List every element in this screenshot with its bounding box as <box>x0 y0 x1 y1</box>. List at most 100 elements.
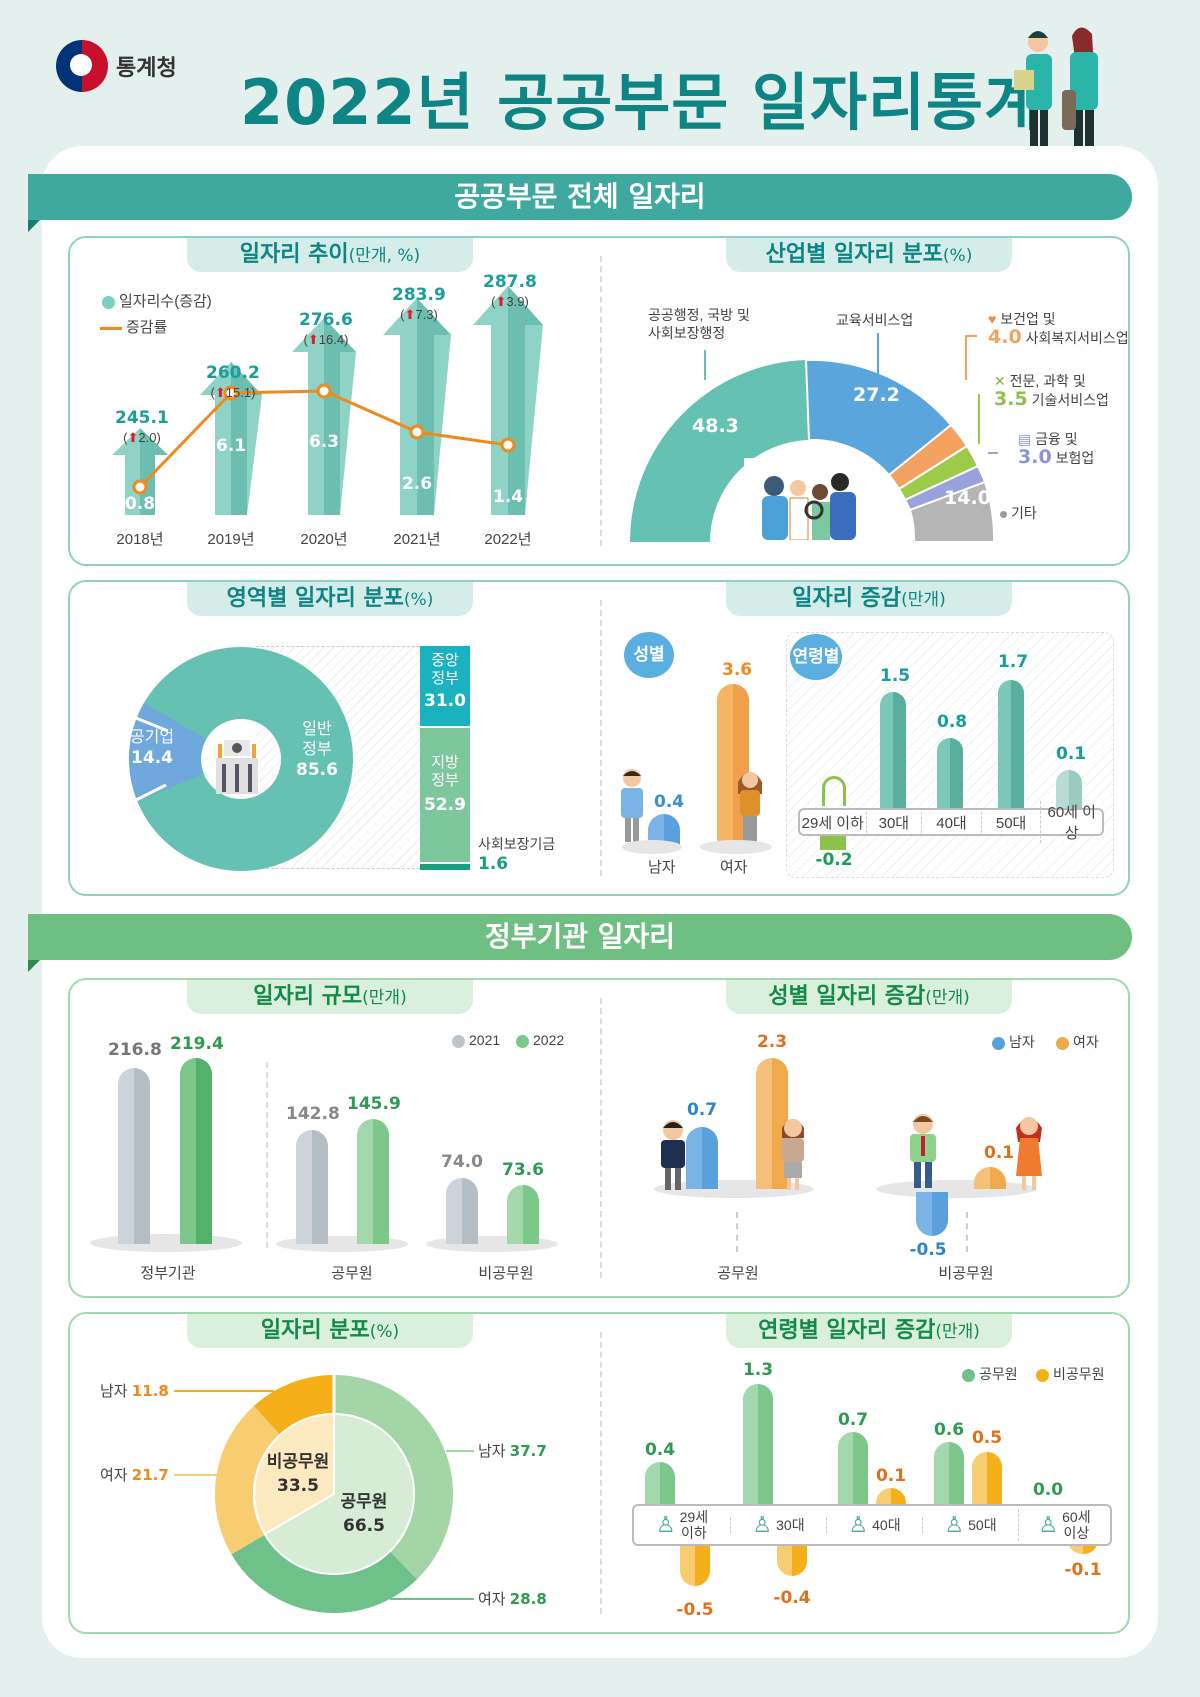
panel-title-sector: 영역별 일자리 분포(%) <box>187 582 473 616</box>
bar-civil-2021 <box>296 1130 328 1244</box>
leader-line <box>390 1598 474 1600</box>
value-civil-50s: 0.6 <box>933 1420 965 1440</box>
divider <box>600 600 602 876</box>
section-banner-public-total: 공공부문 전체 일자리 <box>28 174 1132 220</box>
up-arrow-icon: ⬆ <box>127 430 139 445</box>
total-2020: 276.6 <box>299 310 353 330</box>
label-civil: 공무원 <box>331 1265 373 1282</box>
panel-title-trend: 일자리 추이(만개, %) <box>187 238 473 272</box>
male-non-civil-icon <box>906 1112 940 1192</box>
label-etc: 기타 <box>1000 503 1037 523</box>
age-axis-bar: 29세 이하 30대 40대 50대 60세 이상 <box>798 801 1104 843</box>
label-general-gov: 일반 정부 85.6 <box>296 721 338 780</box>
sector-donut <box>126 646 353 871</box>
up-arrow-icon: ⬆ <box>404 307 416 322</box>
industry-half-donut <box>630 358 996 543</box>
leader-line <box>877 333 879 378</box>
gov-dist-donut <box>215 1374 453 1613</box>
label-ssf: 사회보장기금 <box>478 836 556 852</box>
label-gov: 정부기관 <box>140 1265 196 1282</box>
female-civil-servant-icon <box>776 1114 810 1192</box>
age-label-30s: 30대 <box>865 811 922 833</box>
trend-chart <box>112 286 543 515</box>
taegeuk-logo-icon <box>56 40 108 92</box>
office-workers-illustration-icon <box>1014 27 1098 148</box>
bar-noncivil-male <box>916 1192 948 1236</box>
bar-civil-30s <box>743 1384 773 1510</box>
shadow <box>700 840 772 854</box>
leader-dot-icon <box>1000 510 1007 518</box>
rate-2019: 6.1 <box>215 436 247 456</box>
value-age-60plus: 0.1 <box>1056 744 1087 764</box>
label-civil-inner: 공무원 66.5 <box>340 1492 388 1536</box>
bar-noncivil-female <box>974 1167 1006 1189</box>
up-arrow-icon: ⬆ <box>495 294 507 309</box>
legend-noncivil-female: 여자 21.7 <box>100 1466 169 1484</box>
bar-civil-50s <box>934 1442 964 1510</box>
panel-row-3 <box>68 978 1130 1298</box>
leader-line <box>978 394 980 444</box>
leader-line <box>174 1474 230 1476</box>
panel-title-gov-age: 연령별 일자리 증감(만개) <box>726 1314 1012 1348</box>
bar-age-40s <box>937 738 963 810</box>
rate-2022: 1.4 <box>492 487 524 507</box>
label-health: ♥ 보건업 및 4.0 사회복지서비스업 <box>988 311 1129 348</box>
government-building-icon <box>212 740 262 794</box>
shadow <box>90 1234 242 1252</box>
value-noncivil-30s: -0.4 <box>773 1588 811 1608</box>
gov-age-axis-bar: ♙ 29세 이하 ♙ 30대 ♙ 40대 ♙ 50대 ♙ 60세 이상 <box>632 1504 1112 1546</box>
rate-2018: 0.8 <box>124 494 156 514</box>
legend-male: 남자 <box>992 1032 1035 1052</box>
value-admin: 48.3 <box>692 415 739 437</box>
panel-title-gov-size: 일자리 규모(만개) <box>187 980 473 1014</box>
age-label-50s: 50대 <box>980 811 1041 833</box>
panel-title-change: 일자리 증감(만개) <box>726 582 1012 616</box>
leader-line <box>988 452 998 454</box>
bar-civil-male <box>686 1127 718 1189</box>
bar-gov-2022 <box>180 1058 212 1244</box>
person-outline-icon: ♙ <box>848 1512 869 1537</box>
legend-jobs: 일자리수(증감) <box>102 290 212 311</box>
bar-noncivil-50s <box>972 1452 1002 1510</box>
panel-title-gov-gender: 성별 일자리 증감(만개) <box>726 980 1012 1014</box>
age-label-29under: 29세 이하 <box>801 814 864 832</box>
value-noncivil-male: -0.5 <box>909 1240 947 1260</box>
person-outline-icon: ♙ <box>752 1512 773 1537</box>
legend-dot-icon <box>102 295 115 309</box>
person-outline-icon: ♙ <box>1038 1512 1059 1537</box>
value-civil-60plus: 0.0 <box>1032 1480 1064 1500</box>
value-gov-2021: 216.8 <box>108 1040 162 1060</box>
female-non-civil-icon <box>1012 1112 1046 1192</box>
legend-noncivil-male: 남자 11.8 <box>100 1382 169 1400</box>
value-civil-29under: 0.4 <box>644 1440 676 1460</box>
bar-age-60plus <box>1056 770 1082 810</box>
value-gov-2022: 219.4 <box>170 1034 224 1054</box>
section-banner-government: 정부기관 일자리 <box>28 914 1132 960</box>
divider <box>266 1062 268 1248</box>
bar-social-security-fund <box>420 864 470 870</box>
value-noncivil-60plus: -0.1 <box>1064 1560 1102 1580</box>
total-2018: 245.1 <box>115 408 169 428</box>
value-age-50s: 1.7 <box>998 652 1029 672</box>
tools-icon: ✕ <box>994 373 1006 389</box>
change-2019: (⬆15.1) <box>210 385 256 400</box>
money-stack-icon: ▤ <box>1018 431 1032 447</box>
legend-line-icon <box>100 326 122 330</box>
total-2019: 260.2 <box>206 363 260 383</box>
panel-title-gov-dist: 일자리 분포(%) <box>187 1314 473 1348</box>
leader-line <box>704 350 706 380</box>
legend-dot-icon <box>1056 1036 1069 1050</box>
age-50s: ♙ 50대 <box>922 1514 1018 1536</box>
leader-line <box>446 1450 474 1452</box>
bar-noncivil-30s <box>777 1540 807 1576</box>
label-noncivil: 비공무원 <box>478 1265 534 1282</box>
legend-dot-icon <box>992 1036 1005 1050</box>
value-edu: 27.2 <box>853 384 900 406</box>
bar-gov-2021 <box>118 1068 150 1244</box>
legend-civil-male: 남자 37.7 <box>478 1442 547 1460</box>
bar-age-50s <box>998 680 1024 810</box>
bar-civil-40s <box>838 1432 868 1510</box>
gender-bubble: 성별 <box>624 632 674 678</box>
total-2022: 287.8 <box>483 272 537 292</box>
year-2021: 2021년 <box>393 531 441 548</box>
